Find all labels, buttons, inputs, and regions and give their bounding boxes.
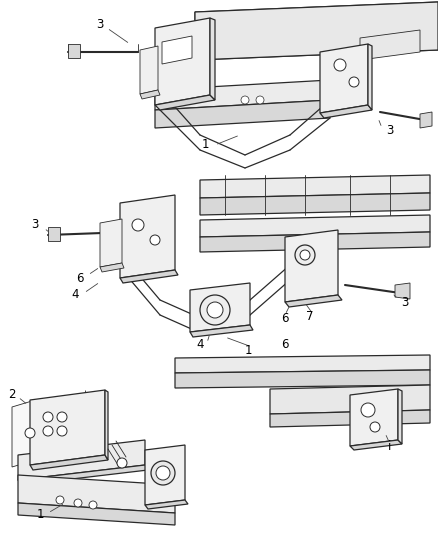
Circle shape (295, 245, 315, 265)
Polygon shape (155, 100, 330, 128)
Circle shape (132, 219, 144, 231)
Circle shape (25, 428, 35, 438)
Polygon shape (18, 475, 175, 513)
Polygon shape (200, 193, 430, 215)
Circle shape (241, 96, 249, 104)
Polygon shape (30, 455, 108, 470)
Polygon shape (175, 370, 430, 388)
Text: 6: 6 (76, 271, 84, 285)
Circle shape (117, 458, 127, 468)
Polygon shape (368, 44, 372, 110)
Polygon shape (195, 2, 438, 38)
Polygon shape (120, 195, 175, 278)
Circle shape (74, 499, 82, 507)
Polygon shape (18, 440, 145, 480)
Polygon shape (195, 2, 438, 60)
Polygon shape (320, 44, 368, 113)
Polygon shape (350, 440, 402, 450)
Circle shape (57, 412, 67, 422)
Text: 1: 1 (36, 508, 44, 521)
Text: 6: 6 (281, 311, 289, 325)
Polygon shape (155, 18, 210, 105)
Polygon shape (320, 105, 372, 118)
Polygon shape (12, 401, 32, 467)
Text: 7: 7 (306, 311, 314, 324)
Circle shape (156, 466, 170, 480)
Circle shape (151, 461, 175, 485)
Polygon shape (200, 232, 430, 252)
Polygon shape (395, 283, 410, 299)
Circle shape (163, 45, 173, 55)
Polygon shape (200, 175, 430, 198)
Polygon shape (48, 227, 60, 241)
Circle shape (56, 496, 64, 504)
Polygon shape (140, 90, 160, 99)
Text: 4: 4 (196, 338, 204, 351)
Text: 3: 3 (31, 219, 39, 231)
Text: i: i (389, 440, 392, 454)
Polygon shape (68, 44, 80, 58)
Circle shape (300, 250, 310, 260)
Polygon shape (162, 36, 192, 64)
Text: 4: 4 (71, 288, 79, 302)
Polygon shape (105, 390, 108, 460)
Polygon shape (285, 295, 342, 307)
Text: 1: 1 (244, 343, 252, 357)
Text: 3: 3 (96, 19, 104, 31)
Circle shape (43, 412, 53, 422)
Polygon shape (270, 385, 430, 414)
Text: 3: 3 (401, 295, 409, 309)
Polygon shape (195, 28, 438, 60)
Polygon shape (200, 215, 430, 237)
Circle shape (57, 426, 67, 436)
Circle shape (349, 77, 359, 87)
Polygon shape (140, 46, 158, 94)
Text: 2: 2 (8, 389, 16, 401)
Polygon shape (350, 389, 398, 446)
Text: 6: 6 (281, 338, 289, 351)
Polygon shape (0, 0, 438, 175)
Circle shape (200, 295, 230, 325)
Polygon shape (175, 355, 430, 373)
Circle shape (361, 403, 375, 417)
Polygon shape (30, 390, 105, 465)
Polygon shape (145, 500, 188, 509)
Polygon shape (190, 325, 253, 337)
Polygon shape (420, 112, 432, 128)
Circle shape (150, 235, 160, 245)
Polygon shape (18, 465, 148, 485)
Polygon shape (145, 445, 185, 505)
Polygon shape (285, 230, 338, 302)
Polygon shape (100, 219, 122, 267)
Text: 3: 3 (386, 124, 394, 136)
Circle shape (334, 59, 346, 71)
Polygon shape (120, 270, 178, 283)
Polygon shape (155, 80, 330, 110)
Circle shape (89, 501, 97, 509)
Circle shape (207, 302, 223, 318)
Polygon shape (210, 18, 215, 100)
Polygon shape (190, 283, 250, 332)
Text: 1: 1 (201, 139, 209, 151)
Circle shape (256, 96, 264, 104)
Polygon shape (100, 263, 124, 272)
Circle shape (370, 422, 380, 432)
Circle shape (43, 426, 53, 436)
Polygon shape (360, 30, 420, 60)
Polygon shape (398, 389, 402, 444)
Polygon shape (18, 503, 175, 525)
Polygon shape (155, 95, 215, 110)
Circle shape (178, 46, 186, 54)
Polygon shape (270, 410, 430, 427)
